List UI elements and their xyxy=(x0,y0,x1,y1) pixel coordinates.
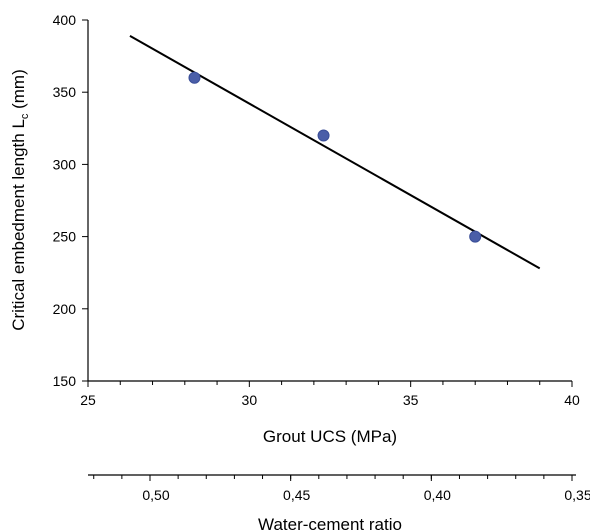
y-axis-title-unit: (mm) xyxy=(9,69,28,113)
secondary-x-axis-title: Water-cement ratio xyxy=(258,515,402,532)
secondary-tick-label: 0,35 xyxy=(564,487,590,503)
y-axis-title-subscript: c xyxy=(19,113,31,119)
y-tick-label: 150 xyxy=(53,373,77,389)
secondary-tick-label: 0,40 xyxy=(424,487,451,503)
y-tick-label: 400 xyxy=(53,12,77,28)
y-axis-title-main: Critical embedment length L xyxy=(9,119,28,331)
y-axis-title: Critical embedment length Lc (mm) xyxy=(9,69,31,331)
y-tick-label: 300 xyxy=(53,156,77,172)
data-point xyxy=(469,230,482,243)
x-tick-label: 25 xyxy=(80,392,96,408)
plot-area: 150 200 250 300 350 400 25 30 35 40 xyxy=(53,12,580,408)
x-tick-label: 40 xyxy=(564,392,580,408)
data-point xyxy=(317,129,330,142)
secondary-tick-label: 0,45 xyxy=(283,487,310,503)
secondary-x-axis: 0,50 0,45 0,40 0,35 xyxy=(88,474,590,503)
data-point xyxy=(188,71,201,84)
x-tick-label: 35 xyxy=(403,392,419,408)
x-tick-label: 30 xyxy=(242,392,258,408)
y-tick-label: 250 xyxy=(53,229,77,245)
x-axis-title: Grout UCS (MPa) xyxy=(263,427,397,446)
y-tick-label: 200 xyxy=(53,301,77,317)
y-tick-label: 350 xyxy=(53,84,77,100)
secondary-tick-label: 0,50 xyxy=(142,487,169,503)
